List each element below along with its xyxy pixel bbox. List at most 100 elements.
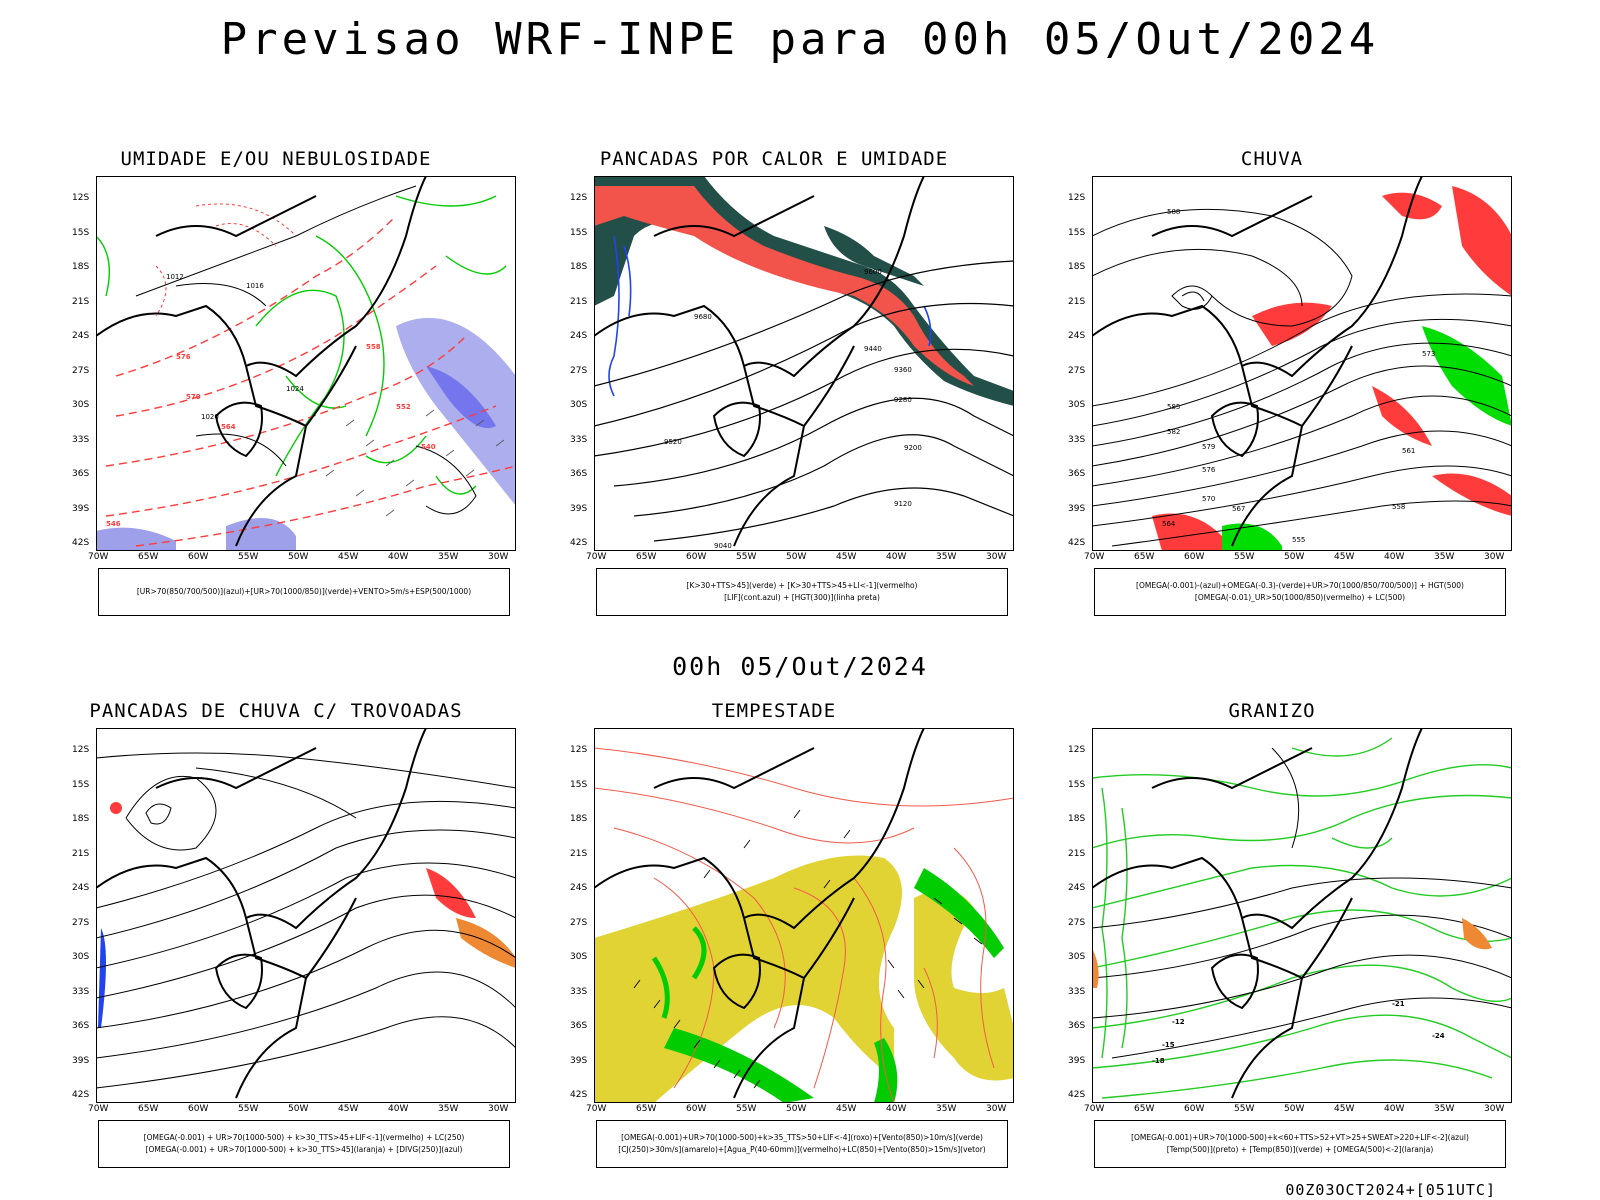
legend-box: [K>30+TTS>45](verde) + [K>30+TTS>45+LI<-… — [596, 568, 1008, 616]
lat-tick-label: 18S — [72, 262, 90, 272]
lat-tick-label: 21S — [570, 848, 588, 859]
lat-tick-label: 42S — [72, 538, 90, 548]
legend-box: [OMEGA(-0.001)+UR>70(1000-500)+k>35_TTS>… — [596, 1120, 1008, 1168]
lon-tick-label: 30W — [986, 1104, 1007, 1114]
lon-tick-label: 70W — [586, 552, 607, 562]
lon-tick-label: 50W — [288, 552, 309, 562]
lat-tick-label: 21S — [72, 848, 90, 859]
map-chuva: 588 585 582 579 576 573 570 567 564 561 … — [1091, 175, 1513, 552]
legend-line: [UR>70(850/700/500)](azul)+[UR>70(1000/8… — [136, 587, 472, 596]
temp-label: -15 — [1162, 1041, 1175, 1049]
map-svg — [593, 727, 1015, 1104]
lat-tick-label: 18S — [1068, 814, 1086, 824]
lat-tick-label: 42S — [570, 1090, 588, 1100]
isobar-label: 1016 — [246, 282, 264, 290]
lat-tick-label: 12S — [570, 193, 588, 203]
legend-line: [OMEGA(-0.001)-(azul)+OMEGA(-0.3)-(verde… — [1136, 581, 1464, 590]
height-label: 567 — [1232, 505, 1245, 513]
map-svg: -12 -15 -18 -21 -24 — [1091, 727, 1513, 1104]
panel-title: PANCADAS DE CHUVA C/ TROVOADAS — [89, 700, 463, 722]
legend-line: [OMEGA(-0.001)+UR>70(1000-500)+k>35_TTS>… — [621, 1133, 983, 1142]
legend-line: [OMEGA(-0.001)+UR>70(1000-500)+k<60+TTS>… — [1131, 1133, 1469, 1142]
map-umidade: 1012 1016 1020 1024 576 570 564 558 552 … — [95, 175, 517, 552]
lon-tick-label: 35W — [438, 1104, 459, 1114]
panel-title: CHUVA — [1240, 148, 1304, 170]
lon-tick-label: 65W — [636, 1104, 657, 1114]
lat-tick-label: 21S — [1068, 296, 1086, 307]
lat-tick-label: 27S — [570, 917, 588, 928]
panel-tempestade: TEMPESTADE — [554, 700, 1015, 1180]
legend-box: [UR>70(850/700/500)](azul)+[UR>70(1000/8… — [98, 568, 510, 616]
lat-tick-label: 24S — [72, 331, 90, 341]
lon-tick-label: 70W — [586, 1104, 607, 1114]
lat-tick-label: 21S — [72, 296, 90, 307]
panel-title: PANCADAS POR CALOR E UMIDADE — [599, 148, 949, 170]
height-label: 9280 — [894, 396, 912, 404]
lon-tick-label: 50W — [786, 552, 807, 562]
panel-granizo: GRANIZO — [1052, 700, 1513, 1180]
height-label: 570 — [1202, 495, 1215, 503]
lon-tick-label: 70W — [88, 1104, 109, 1114]
lat-tick-label: 15S — [570, 779, 588, 790]
lat-tick-label: 24S — [1068, 883, 1086, 893]
lon-tick-label: 60W — [686, 552, 707, 562]
lat-tick-label: 33S — [72, 986, 90, 997]
lon-tick-label: 55W — [238, 552, 259, 562]
height-label: 561 — [1402, 447, 1415, 455]
height-label: 9680 — [694, 313, 712, 321]
lat-tick-label: 27S — [1068, 365, 1086, 376]
mid-date: 00h 05/Out/2024 — [672, 652, 928, 681]
map-trovoadas — [95, 727, 517, 1104]
lon-tick-label: 70W — [1084, 552, 1105, 562]
height-label: 9600 — [864, 268, 882, 276]
lon-tick-label: 50W — [1284, 1104, 1305, 1114]
temp-label: -12 — [1172, 1018, 1185, 1026]
lat-tick-label: 12S — [570, 745, 588, 755]
lat-tick-label: 33S — [570, 434, 588, 445]
height-label: 9520 — [664, 438, 682, 446]
lat-tick-label: 12S — [72, 193, 90, 203]
lon-tick-label: 35W — [936, 552, 957, 562]
lon-tick-label: 50W — [288, 1104, 309, 1114]
height-label: 582 — [1167, 428, 1180, 436]
lat-tick-label: 15S — [1068, 227, 1086, 238]
lon-tick-label: 70W — [88, 552, 109, 562]
height-label: 573 — [1422, 350, 1435, 358]
height-label: 9200 — [904, 444, 922, 452]
lon-tick-label: 70W — [1084, 1104, 1105, 1114]
panel-trovoadas: PANCADAS DE CHUVA C/ TROVOADAS — [56, 700, 517, 1180]
lat-tick-label: 33S — [1068, 434, 1086, 445]
lon-tick-label: 30W — [488, 1104, 509, 1114]
panel-chuva: CHUVA — [1052, 148, 1513, 628]
lat-tick-label: 39S — [1068, 503, 1086, 514]
lon-tick-label: 30W — [488, 552, 509, 562]
lat-tick-label: 39S — [570, 1055, 588, 1066]
height-label: 558 — [1392, 503, 1405, 511]
temp-label: -21 — [1392, 1000, 1405, 1008]
lat-tick-label: 18S — [570, 262, 588, 272]
panel-pancadas-calor: PANCADAS POR CALOR E UMIDADE — [554, 148, 1015, 628]
map-granizo: -12 -15 -18 -21 -24 — [1091, 727, 1513, 1104]
lat-tick-label: 36S — [570, 1021, 588, 1031]
thickness-label: 564 — [221, 423, 236, 431]
lon-tick-label: 60W — [188, 1104, 209, 1114]
lon-tick-label: 60W — [188, 552, 209, 562]
lat-tick-label: 36S — [72, 469, 90, 479]
lon-tick-label: 45W — [1334, 552, 1355, 562]
legend-line: [CJ(250)>30m/s](amarelo)+[Agua_P(40-60mm… — [618, 1145, 986, 1154]
lon-tick-label: 55W — [736, 552, 757, 562]
legend-box: [OMEGA(-0.001) + UR>70(1000-500) + k>30_… — [98, 1120, 510, 1168]
lon-tick-label: 55W — [1234, 1104, 1255, 1114]
lat-tick-label: 42S — [72, 1090, 90, 1100]
height-label: 564 — [1162, 520, 1176, 528]
lat-tick-label: 21S — [1068, 848, 1086, 859]
lon-tick-label: 45W — [836, 552, 857, 562]
lat-tick-label: 21S — [570, 296, 588, 307]
map-svg — [95, 727, 517, 1104]
legend-box: [OMEGA(-0.001)+UR>70(1000-500)+k<60+TTS>… — [1094, 1120, 1506, 1168]
panel-title: TEMPESTADE — [711, 700, 837, 722]
thickness-label: 570 — [186, 393, 201, 401]
lon-tick-label: 55W — [736, 1104, 757, 1114]
lat-tick-label: 42S — [570, 538, 588, 548]
lat-tick-label: 15S — [72, 227, 90, 238]
